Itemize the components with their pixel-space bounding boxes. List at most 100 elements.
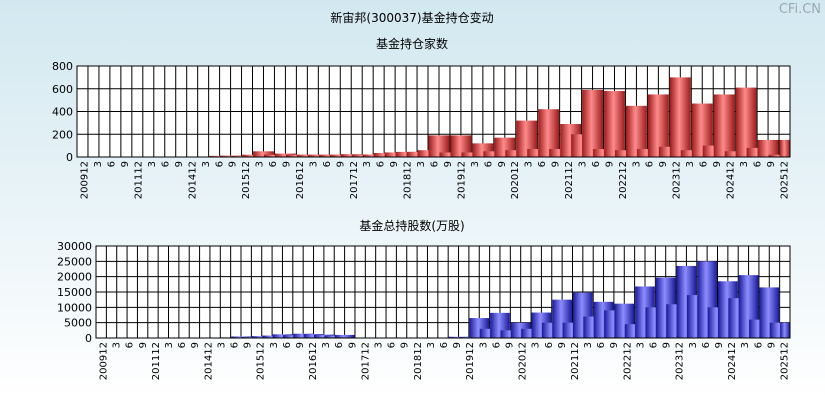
holding-count-bar	[746, 147, 768, 157]
total-shares-bar	[500, 330, 521, 338]
holding-count-bar	[439, 152, 461, 157]
holding-count-xtick-label: 201912	[456, 161, 467, 199]
holding-count-xtick-label: 202012	[510, 161, 521, 199]
holding-count-xtick-label: 9	[120, 161, 131, 167]
holding-count-bar	[274, 153, 296, 157]
total-shares-xtick-label: 9	[400, 342, 411, 348]
total-shares-xtick-label: 6	[387, 342, 398, 348]
holding-count-bar	[549, 149, 571, 157]
chart2-title: 基金总持股数(万股)	[359, 218, 464, 233]
holding-count-xtick-label: 200912	[80, 161, 91, 199]
holding-count-xtick-label: 9	[443, 161, 454, 167]
holding-count-xtick-label: 6	[107, 161, 118, 167]
holding-count-xtick-label: 201612	[295, 161, 306, 199]
total-shares-xtick-label: 200912	[99, 342, 110, 380]
holding-count-xtick-label: 6	[160, 161, 171, 167]
holding-count-plot-border	[76, 65, 791, 158]
total-shares-ytick-label: 25000	[57, 255, 92, 268]
holding-count-xtick-label: 201712	[349, 161, 360, 199]
holding-count-bar	[768, 154, 790, 157]
holding-count-xtick-label: 6	[537, 161, 548, 167]
total-shares-bar	[262, 335, 282, 338]
holding-count-bar	[680, 150, 702, 157]
holding-count-xtick-label: 201812	[403, 161, 414, 199]
holding-count-xtick-label: 6	[322, 161, 333, 167]
holding-count-bar	[417, 150, 439, 157]
total-shares-bar	[251, 336, 272, 338]
total-shares-xtick-label: 3	[216, 342, 227, 348]
holding-count-xtick-label: 202312	[672, 161, 683, 199]
holding-count-bar	[340, 154, 362, 157]
holding-count-xtick-label: 6	[483, 161, 494, 167]
holding-count-bar	[450, 135, 472, 157]
holding-count-xtick-label: 3	[416, 161, 427, 167]
total-shares-bar	[272, 334, 293, 338]
total-shares-xtick-label: 201712	[360, 342, 371, 380]
holding-count-bar	[735, 87, 757, 157]
total-shares-ytick-label: 5000	[64, 317, 92, 330]
holding-count-bar	[691, 103, 713, 157]
holding-count-xtick-label: 9	[766, 161, 777, 167]
total-shares-xtick-label: 201412	[203, 342, 214, 380]
holding-count-bar	[406, 151, 428, 157]
holding-count-xtick-label: 201512	[241, 161, 252, 199]
total-shares-plot-border	[95, 245, 791, 339]
total-shares-xtick-label: 202312	[675, 342, 686, 380]
total-shares-bar	[293, 333, 314, 338]
total-shares-xtick-label: 201512	[256, 342, 267, 380]
total-shares-xtick-label: 9	[609, 342, 620, 348]
total-shares-xtick-label: 9	[766, 342, 777, 348]
total-shares-xtick-label: 201612	[308, 342, 319, 380]
main-title: 新宙邦(300037)基金持仓变动	[330, 10, 493, 25]
total-shares-ytick-label: 0	[85, 332, 92, 345]
total-shares-ytick-label: 30000	[57, 240, 92, 253]
holding-count-bar	[285, 154, 307, 157]
total-shares-xtick-label: 6	[282, 342, 293, 348]
holding-count-xtick-label: 9	[389, 161, 400, 167]
holding-count-xtick-label: 6	[699, 161, 710, 167]
holding-count-bar	[483, 151, 505, 157]
total-shares-xtick-label: 3	[740, 342, 751, 348]
holding-count-bar	[636, 149, 658, 157]
holding-count-bar	[516, 120, 538, 157]
holding-count-xtick-label: 6	[214, 161, 225, 167]
holding-count-xtick-label: 9	[712, 161, 723, 167]
holding-count-bar	[242, 154, 263, 157]
total-shares-xtick-label: 202112	[570, 342, 581, 380]
holding-count-xtick-label: 202512	[779, 161, 790, 199]
total-shares-xtick-label: 9	[452, 342, 463, 348]
holding-count-xtick-label: 3	[362, 161, 373, 167]
total-shares-xtick-label: 6	[701, 342, 712, 348]
total-shares-xtick-label: 201112	[151, 342, 162, 380]
total-shares-xtick-label: 9	[557, 342, 568, 348]
holding-count-bar	[779, 139, 790, 157]
chart1-title: 基金持仓家数	[376, 36, 448, 51]
holding-count-ytick-label: 200	[52, 128, 73, 141]
holding-count-bar	[669, 77, 691, 157]
holding-count-xtick-label: 3	[577, 161, 588, 167]
holding-count-bar	[351, 154, 373, 157]
total-shares-xtick-label: 3	[478, 342, 489, 348]
holding-count-ytick-label: 600	[52, 83, 73, 96]
holding-count-xtick-label: 3	[470, 161, 481, 167]
holding-count-xtick-label: 6	[376, 161, 387, 167]
holding-count-bar	[220, 155, 241, 157]
total-shares-bar	[479, 328, 500, 338]
total-shares-xtick-label: 9	[243, 342, 254, 348]
holding-count-bar	[505, 150, 527, 157]
total-shares-xtick-label: 3	[531, 342, 542, 348]
total-shares-xtick-label: 6	[596, 342, 607, 348]
holding-count-bar	[362, 154, 384, 157]
watermark-text: CFi.CN	[778, 2, 821, 17]
holding-count-xtick-label: 201412	[187, 161, 198, 199]
total-shares-xtick-label: 202412	[727, 342, 738, 380]
holding-count-bar	[253, 151, 274, 157]
total-shares-bar	[303, 334, 324, 338]
total-shares-xtick-label: 201812	[413, 342, 424, 380]
holding-count-bar	[296, 154, 318, 157]
holding-count-bar	[307, 154, 329, 157]
total-shares-bar	[780, 322, 790, 338]
holding-count-bar	[527, 149, 549, 157]
